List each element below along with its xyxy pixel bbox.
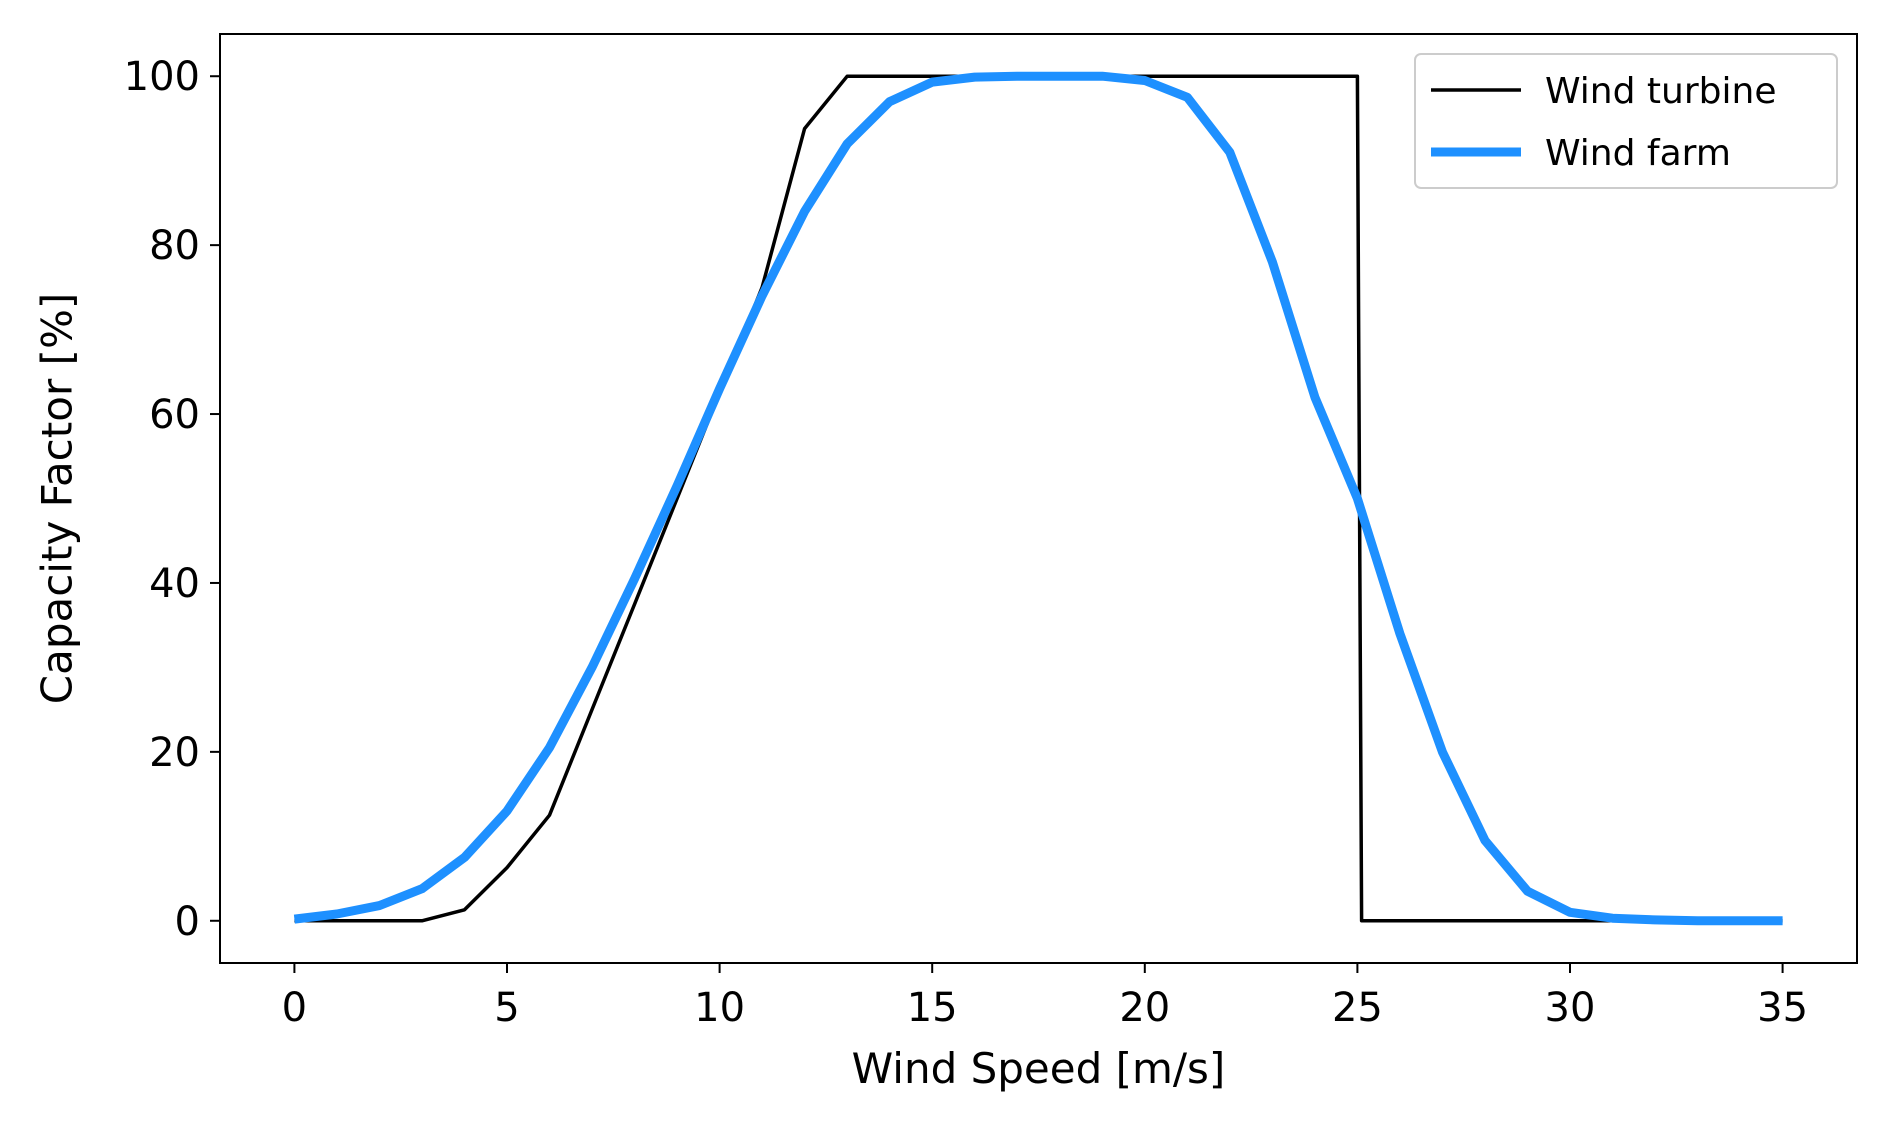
x-tick-label: 15 [907, 985, 958, 1031]
series-line-wind-turbine [294, 74, 1783, 923]
legend: Wind turbine Wind farm [1414, 53, 1838, 189]
x-axis-title: Wind Speed [m/s] [852, 1044, 1226, 1093]
plot-frame [219, 33, 1858, 964]
y-axis-ticks: 0 20 40 60 80 100 [124, 54, 220, 945]
y-tick-label: 100 [124, 54, 200, 100]
x-tick-label: 20 [1119, 985, 1170, 1031]
x-tick-label: 30 [1545, 985, 1596, 1031]
y-tick-label: 60 [149, 392, 200, 438]
x-tick-label: 25 [1332, 985, 1383, 1031]
x-tick-label: 5 [494, 985, 519, 1031]
x-tick-label: 0 [282, 985, 307, 1031]
y-tick-label: 0 [175, 899, 200, 945]
series-line-wind-farm [293, 71, 1783, 926]
y-tick-label: 40 [149, 561, 200, 607]
series-layer [293, 71, 1783, 926]
y-tick-label: 80 [149, 223, 200, 269]
y-tick-label: 20 [149, 730, 200, 776]
legend-label-wind-farm: Wind farm [1545, 133, 1731, 174]
legend-label-wind-turbine: Wind turbine [1545, 71, 1776, 112]
x-axis-ticks: 0 5 10 15 20 25 30 35 [282, 963, 1808, 1031]
y-axis-title: Capacity Factor [%] [33, 293, 82, 705]
x-tick-label: 10 [694, 985, 745, 1031]
x-tick-label: 35 [1757, 985, 1808, 1031]
